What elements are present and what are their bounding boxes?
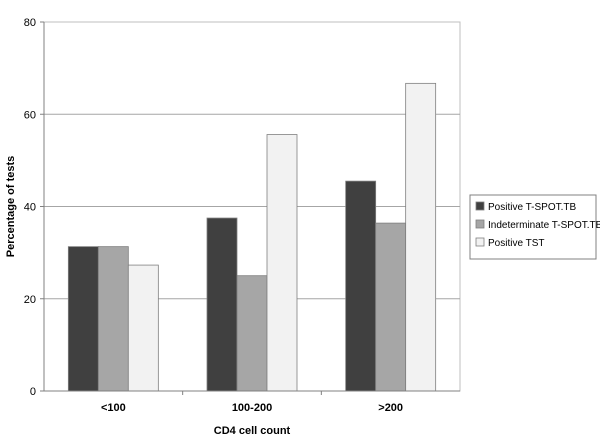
x-axis-title: CD4 cell count [214, 425, 291, 437]
legend-box [469, 194, 597, 260]
bar [345, 180, 377, 392]
y-axis-title: Percentage of tests [5, 156, 17, 257]
bar [127, 264, 159, 392]
bar [375, 222, 407, 392]
bar [266, 134, 298, 392]
axes: 0 20 40 60 80 <100 100-200 >200 [24, 17, 460, 414]
legend-swatch [475, 219, 485, 229]
y-tick-label: 40 [24, 202, 36, 214]
legend-label: Positive T-SPOT.TB [488, 202, 577, 213]
bars [67, 82, 437, 392]
legend-swatch [475, 201, 485, 211]
x-tick-label: >200 [378, 402, 403, 414]
y-tick-label: 80 [24, 17, 36, 29]
y-tick-label: 0 [30, 386, 36, 398]
bar [97, 246, 129, 392]
legend-label: Positive TST [488, 238, 545, 249]
bar [236, 275, 268, 392]
x-tick-label: 100-200 [232, 402, 272, 414]
y-tick-label: 20 [24, 294, 36, 306]
legend: Positive T-SPOT.TB Indeterminate T-SPOT.T… [469, 194, 600, 260]
y-tick-label: 60 [24, 109, 36, 121]
legend-label: Indeterminate T-SPOT.TB [488, 220, 600, 231]
legend-swatch [475, 237, 485, 247]
bar [405, 82, 437, 392]
bar [206, 217, 238, 392]
x-tick-label: <100 [101, 402, 126, 414]
bar [67, 246, 99, 392]
